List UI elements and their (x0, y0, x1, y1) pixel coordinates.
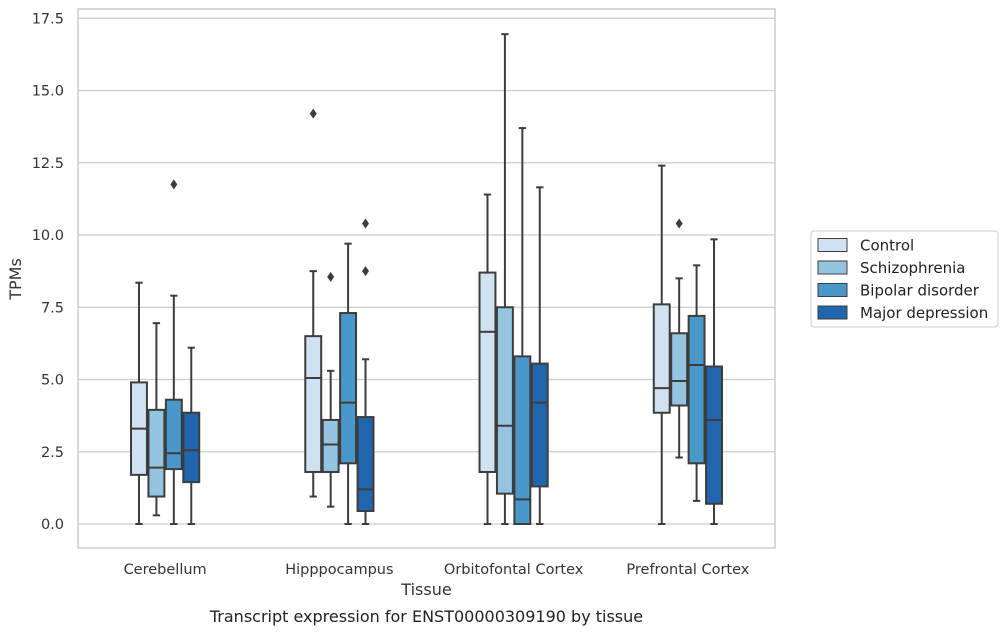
legend-label: Schizophrenia (860, 259, 965, 277)
box-iqr (670, 332, 689, 407)
outlier-point (675, 218, 683, 229)
box-plot (513, 127, 532, 525)
box-plot (652, 164, 671, 525)
box-iqr (652, 303, 671, 414)
box-plot (164, 179, 183, 525)
box-iqr (705, 365, 723, 505)
box-iqr (495, 306, 514, 495)
y-tick-label: 5.0 (41, 373, 64, 389)
box-iqr (164, 398, 183, 471)
box-plot (687, 264, 706, 502)
y-tick-label: 2.5 (41, 445, 64, 461)
legend-swatch (817, 305, 848, 320)
box-plot (356, 218, 375, 525)
legend-label: Major depression (860, 304, 988, 322)
box-iqr (321, 418, 340, 473)
legend-label: Control (860, 237, 914, 255)
box-plot (495, 33, 514, 525)
x-tick-label: Orbitofontal Cortex (444, 562, 584, 578)
box-plot (670, 218, 689, 459)
box-plot (339, 242, 358, 525)
y-tick-label: 10.0 (32, 228, 64, 244)
box-layer (130, 33, 723, 525)
outlier-point (362, 266, 370, 277)
box-iqr (182, 411, 201, 484)
outlier-point (170, 179, 178, 190)
box-iqr (513, 355, 532, 525)
box-plot (705, 238, 723, 525)
box-plot (304, 108, 323, 498)
box-plot (130, 281, 148, 525)
box-plot (321, 271, 340, 508)
box-plot (478, 193, 497, 525)
x-tick-labels: Cerebellum Hipppocampus Orbitofontal Corte… (124, 562, 750, 578)
box-iqr (478, 271, 497, 473)
box-iqr (530, 362, 549, 488)
box-iqr (687, 314, 706, 465)
y-tick-label: 7.5 (41, 300, 64, 316)
chart-caption: Transcript expression for ENST0000030919… (209, 607, 643, 626)
x-tick-label: Prefrontal Cortex (626, 562, 749, 578)
outlier-point (362, 218, 370, 229)
legend-swatch (817, 238, 848, 252)
y-axis-label: TPMs (6, 258, 25, 301)
box-iqr (147, 408, 166, 498)
legend-items: Control Schizophrenia Bipolar disorder Majo… (817, 237, 988, 322)
x-axis-label: Tissue (400, 580, 451, 599)
legend-swatch (817, 260, 848, 275)
y-tick-label: 12.5 (32, 156, 64, 172)
y-tick-label: 0.0 (41, 517, 64, 533)
x-tick-label: Cerebellum (124, 562, 207, 578)
legend-label: Bipolar disorder (860, 282, 980, 300)
outlier-point (327, 271, 335, 282)
legend: Control Schizophrenia Bipolar disorder Majo… (810, 230, 999, 328)
legend-frame (810, 230, 999, 328)
y-tick-label: 17.5 (32, 11, 64, 27)
box-plot (147, 322, 166, 517)
box-plot (182, 346, 201, 525)
legend-swatch (817, 283, 848, 297)
box-iqr (339, 312, 358, 465)
box-iqr (304, 335, 323, 473)
y-tick-labels: 0.0 2.5 5.0 7.5 10.0 12.5 15.0 17.5 (32, 11, 64, 533)
outlier-point (309, 108, 317, 119)
plot-frame (77, 8, 776, 549)
box-plot (530, 186, 549, 525)
y-tick-label: 15.0 (32, 84, 64, 100)
box-iqr (356, 416, 375, 512)
x-tick-label: Hipppocampus (285, 562, 393, 578)
